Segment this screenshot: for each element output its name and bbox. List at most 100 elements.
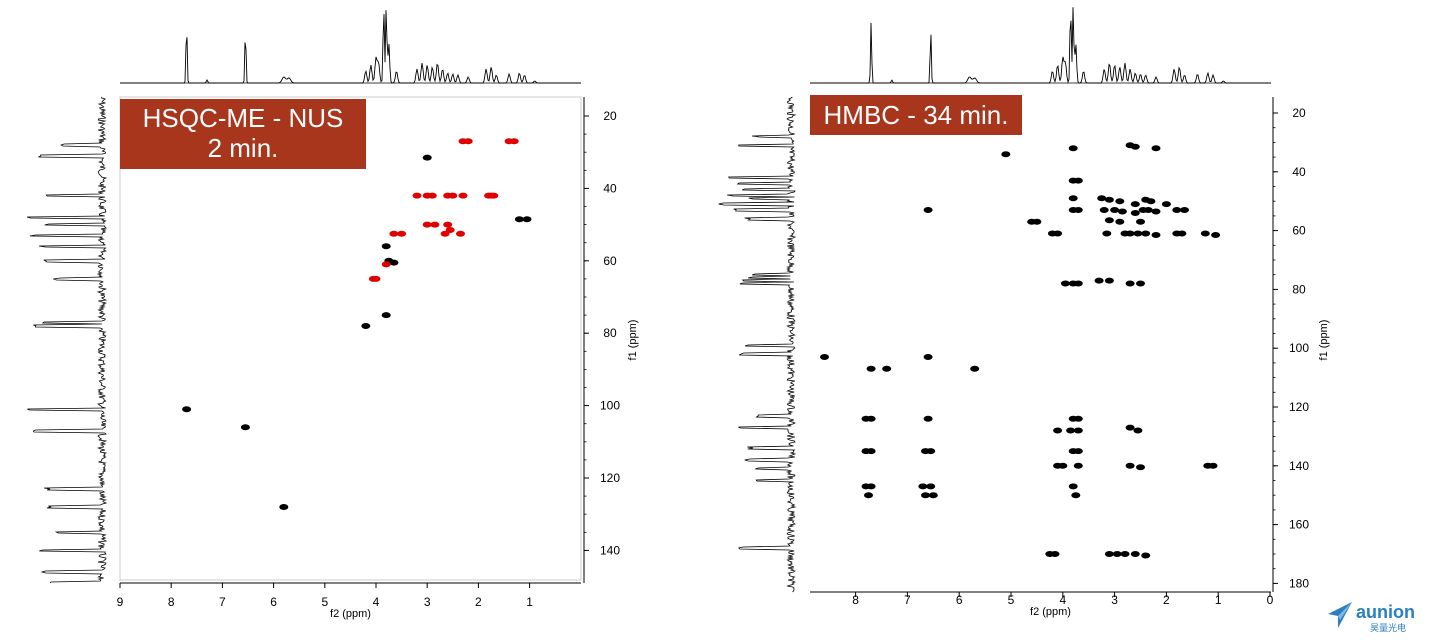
cross-peak: [1200, 230, 1210, 237]
cross-peak: [397, 230, 407, 237]
cross-peak: [1130, 210, 1140, 216]
cross-peak: [1053, 427, 1063, 434]
cross-peak: [1125, 280, 1135, 287]
cross-peak: [923, 354, 933, 360]
cross-peak: [458, 192, 468, 199]
x-tick-label: 8: [168, 595, 175, 609]
cross-peak: [923, 207, 933, 213]
y-axis-label: f1 (ppm): [1318, 320, 1330, 361]
x-tick-label: 3: [424, 595, 431, 609]
cross-peak: [1073, 462, 1083, 469]
cross-peak: [412, 192, 422, 199]
f1-projection-spectrum: [26, 96, 108, 584]
y-tick-label: 180: [1289, 576, 1309, 590]
cross-peak: [1073, 427, 1083, 434]
cross-peak: [443, 221, 453, 228]
x-tick-label: 4: [1059, 593, 1066, 607]
logo-subtext: 昊量光电: [1370, 624, 1407, 634]
cross-peak: [448, 192, 458, 199]
cross-peak: [430, 221, 440, 228]
cross-peak: [1125, 230, 1135, 237]
x-tick-label: 1: [526, 595, 533, 609]
cross-peak: [240, 424, 250, 431]
cross-peak: [522, 216, 532, 223]
cross-peak: [1151, 208, 1161, 215]
x-tick-label: 1: [1215, 593, 1222, 607]
x-axis-label: f2 (ppm): [330, 608, 371, 620]
y-axis-label: f1 (ppm): [627, 320, 639, 361]
cross-peak: [509, 138, 519, 145]
cross-peak: [1071, 492, 1081, 499]
hsqc-title: HSQC-ME - NUS: [142, 103, 344, 133]
cross-peak: [970, 365, 980, 372]
x-tick-label: 5: [1008, 593, 1015, 607]
y-tick-label: 120: [600, 471, 620, 485]
cross-peak: [368, 275, 378, 282]
cross-peak: [456, 230, 465, 237]
x-tick-label: 8: [852, 593, 859, 607]
cross-peak: [182, 406, 192, 413]
cross-peak: [279, 504, 289, 510]
cross-peak: [1104, 196, 1114, 203]
cross-peak: [820, 354, 829, 360]
cross-peak: [1112, 551, 1122, 557]
cross-peak: [1104, 277, 1114, 284]
cross-peak: [381, 243, 391, 250]
cross-peak: [1146, 198, 1156, 205]
x-tick-label: 9: [117, 595, 124, 609]
cross-peak: [1136, 464, 1145, 471]
cross-peak: [1097, 195, 1107, 202]
cross-peak: [440, 230, 450, 237]
cross-peak: [1172, 207, 1182, 213]
cross-peak: [1120, 551, 1130, 557]
cross-peak: [1058, 462, 1068, 469]
f1-projection-spectrum: [718, 96, 797, 593]
cross-peak: [866, 448, 876, 455]
y-tick-label: 80: [603, 326, 617, 340]
logo-text: aunion: [1356, 602, 1415, 622]
y-tick-label: 100: [600, 399, 620, 413]
y-tick-label: 140: [1289, 459, 1309, 473]
cross-peak: [1060, 280, 1070, 287]
cross-peak: [1133, 427, 1143, 434]
cross-peak: [1125, 462, 1135, 469]
cross-peak: [489, 192, 499, 199]
y-tick-label: 160: [1289, 518, 1309, 532]
cross-peak: [1050, 551, 1060, 557]
cross-peak: [882, 365, 892, 372]
cross-peak: [1068, 483, 1078, 490]
cross-peak: [928, 492, 938, 499]
y-tick-label: 40: [603, 181, 617, 195]
y-tick-label: 80: [1292, 282, 1306, 296]
cross-peak: [1180, 207, 1189, 213]
cross-peak: [1099, 207, 1109, 213]
cross-peak: [1053, 230, 1063, 237]
cross-peak: [389, 230, 399, 237]
x-tick-label: 4: [373, 595, 380, 609]
cross-peak: [1115, 218, 1125, 225]
y-tick-label: 140: [600, 543, 620, 557]
x-tick-label: 3: [1111, 593, 1118, 607]
cross-peak: [921, 492, 930, 499]
cross-peak: [866, 483, 876, 490]
cross-peak: [1130, 551, 1140, 557]
y-tick-label: 40: [1292, 165, 1306, 179]
cross-peak: [1104, 217, 1114, 224]
cross-peak: [1117, 208, 1127, 215]
cross-peak: [1141, 230, 1151, 237]
cross-peak: [1177, 230, 1187, 237]
cross-peak: [1102, 230, 1112, 237]
cross-peak: [1068, 145, 1078, 152]
x-tick-label: 2: [1163, 593, 1170, 607]
cross-peak: [1073, 415, 1083, 422]
cross-peak: [1133, 230, 1143, 237]
cross-peak: [514, 216, 524, 223]
cross-peak: [1068, 195, 1078, 202]
y-tick-label: 20: [1292, 106, 1306, 120]
cross-peak: [923, 415, 933, 422]
cross-peak: [361, 323, 371, 329]
x-axis-label: f2 (ppm): [1030, 606, 1071, 618]
cross-peak: [1161, 201, 1171, 208]
cross-peak: [1110, 207, 1120, 213]
x-tick-label: 7: [219, 595, 226, 609]
